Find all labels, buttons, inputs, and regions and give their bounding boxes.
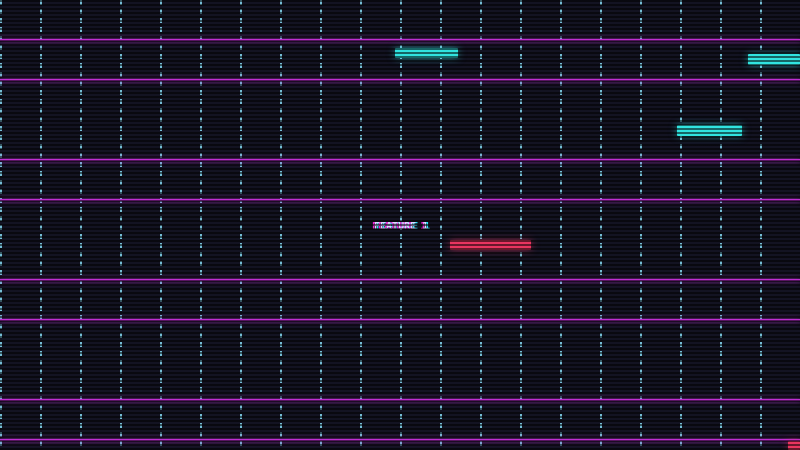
grid-vertical-line <box>0 0 2 450</box>
grid-horizontal-line <box>0 399 800 401</box>
grid-horizontal-line <box>0 279 800 281</box>
grid-vertical-line <box>680 0 682 450</box>
grid-vertical-line <box>720 0 722 450</box>
grid-vertical-line <box>280 0 282 450</box>
grid-vertical-line <box>240 0 242 450</box>
grid-horizontal-line <box>0 319 800 321</box>
grid-horizontal-line <box>0 39 800 41</box>
grid-vertical-line <box>120 0 122 450</box>
task-bar[interactable] <box>748 54 800 65</box>
grid-vertical-line <box>40 0 42 450</box>
grid-vertical-line <box>480 0 482 450</box>
grid-vertical-line <box>560 0 562 450</box>
grid-vertical-line <box>600 0 602 450</box>
grid-vertical-line <box>320 0 322 450</box>
grid-vertical-line <box>520 0 522 450</box>
grid-horizontal-line <box>0 159 800 161</box>
grid-horizontal-line <box>0 439 800 441</box>
grid-horizontal-line <box>0 79 800 81</box>
task-bar[interactable] <box>677 125 742 136</box>
task-bar[interactable] <box>450 240 531 250</box>
grid-vertical-line <box>440 0 442 450</box>
grid-vertical-line <box>160 0 162 450</box>
task-label[interactable]: FEATURE 1 <box>374 221 429 232</box>
task-bar[interactable] <box>788 441 800 450</box>
grid-vertical-line <box>640 0 642 450</box>
grid-vertical-line <box>360 0 362 450</box>
grid-horizontal-line <box>0 199 800 201</box>
grid-vertical-line <box>200 0 202 450</box>
grid-vertical-line <box>760 0 762 450</box>
grid-vertical-line <box>80 0 82 450</box>
task-bar[interactable] <box>395 48 458 58</box>
